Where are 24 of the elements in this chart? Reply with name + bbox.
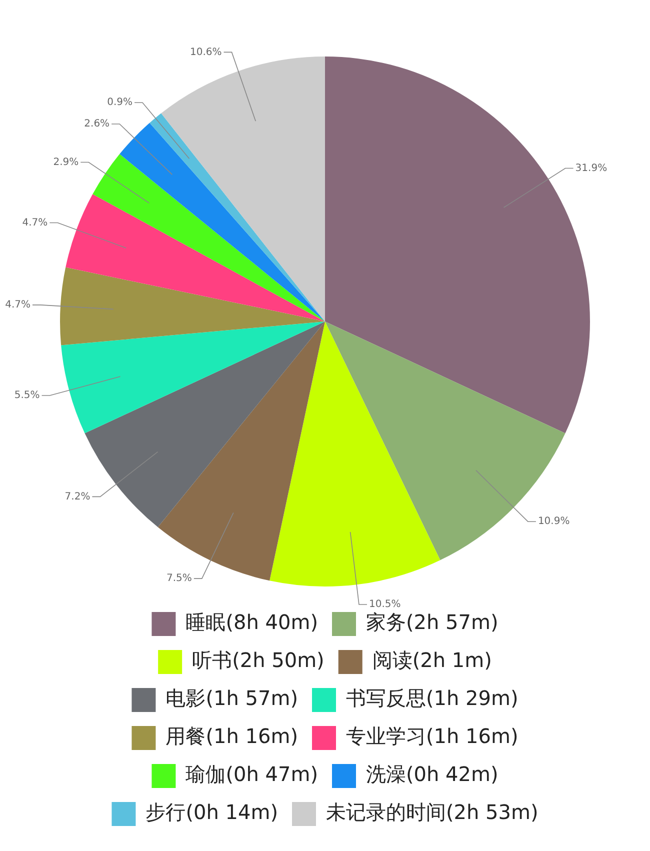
data-label: 2.9% (53, 156, 79, 168)
legend-label: 用餐(1h 16m) (166, 724, 298, 748)
data-label: 7.2% (64, 491, 90, 502)
legend-label: 听书(2h 50m) (192, 648, 324, 672)
legend-label: 书写反思(1h 29m) (346, 686, 518, 710)
data-label: 2.6% (84, 118, 110, 130)
legend-label: 步行(0h 14m) (146, 800, 278, 824)
legend-label: 洗澡(0h 42m) (366, 762, 498, 786)
data-label: 4.7% (5, 300, 30, 311)
legend-label: 阅读(2h 1m) (372, 648, 492, 672)
legend-label: 瑜伽(0h 47m) (186, 762, 318, 786)
legend-label: 睡眠(8h 40m) (186, 610, 318, 634)
legend-label: 未记录的时间(2h 53m) (326, 800, 538, 824)
data-label: 4.7% (22, 217, 48, 228)
data-label: 7.5% (166, 573, 192, 584)
data-label: 10.6% (190, 46, 222, 58)
data-label: 10.5% (368, 599, 401, 610)
legend-label: 家务(2h 57m) (366, 610, 498, 634)
legend-label: 电影(1h 57m) (166, 686, 298, 710)
data-label: 5.5% (14, 390, 40, 402)
legend-label: 专业学习(1h 16m) (346, 724, 518, 748)
data-label: 10.9% (538, 516, 570, 528)
data-label: 0.9% (107, 97, 132, 108)
data-label: 31.9% (575, 162, 608, 174)
